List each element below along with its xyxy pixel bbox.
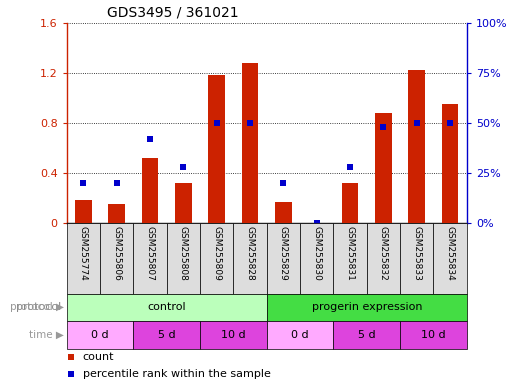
Bar <box>267 321 333 349</box>
Text: GSM255774: GSM255774 <box>79 226 88 281</box>
Bar <box>208 76 225 223</box>
Text: GSM255808: GSM255808 <box>179 226 188 281</box>
Bar <box>267 223 300 294</box>
Point <box>446 120 454 126</box>
Point <box>379 124 388 130</box>
Bar <box>333 321 400 349</box>
Bar <box>233 223 267 294</box>
Bar <box>275 202 292 223</box>
Bar <box>333 223 367 294</box>
Point <box>146 136 154 142</box>
Bar <box>200 223 233 294</box>
Text: control: control <box>147 302 186 312</box>
Text: 5 d: 5 d <box>158 330 175 340</box>
Bar <box>67 223 100 294</box>
Bar <box>242 63 259 223</box>
Text: GSM255831: GSM255831 <box>346 226 354 281</box>
Bar <box>400 321 467 349</box>
Text: 10 d: 10 d <box>221 330 246 340</box>
Text: GSM255806: GSM255806 <box>112 226 121 281</box>
Text: GSM255830: GSM255830 <box>312 226 321 281</box>
Bar <box>375 113 392 223</box>
Point <box>346 164 354 170</box>
Text: count: count <box>83 352 114 362</box>
Text: protocol ▶: protocol ▶ <box>10 302 64 312</box>
Text: time ▶: time ▶ <box>29 330 64 340</box>
Point <box>79 180 87 186</box>
Bar <box>175 183 192 223</box>
Bar <box>133 223 167 294</box>
Text: protocol: protocol <box>16 302 62 312</box>
Text: GSM255834: GSM255834 <box>446 226 455 281</box>
Bar <box>200 321 267 349</box>
Bar <box>433 223 467 294</box>
Bar <box>75 200 92 223</box>
Bar <box>167 223 200 294</box>
Bar <box>133 321 200 349</box>
Bar <box>108 204 125 223</box>
Text: GDS3495 / 361021: GDS3495 / 361021 <box>107 5 239 19</box>
Point <box>312 220 321 226</box>
Text: GSM255809: GSM255809 <box>212 226 221 281</box>
Text: progerin expression: progerin expression <box>311 302 422 312</box>
Text: GSM255832: GSM255832 <box>379 226 388 281</box>
Bar <box>300 223 333 294</box>
Bar <box>442 104 459 223</box>
Text: percentile rank within the sample: percentile rank within the sample <box>83 369 270 379</box>
Bar <box>408 71 425 223</box>
Text: 5 d: 5 d <box>358 330 376 340</box>
Bar <box>67 294 267 321</box>
Text: GSM255829: GSM255829 <box>279 226 288 281</box>
Point <box>279 180 287 186</box>
Bar <box>142 158 159 223</box>
Point <box>299 306 307 312</box>
Point <box>299 152 307 159</box>
Point <box>212 120 221 126</box>
Text: GSM255807: GSM255807 <box>146 226 154 281</box>
Bar <box>367 223 400 294</box>
Point <box>179 164 187 170</box>
Bar <box>267 294 467 321</box>
Text: GSM255833: GSM255833 <box>412 226 421 281</box>
Point <box>246 120 254 126</box>
Text: 0 d: 0 d <box>291 330 309 340</box>
Point <box>412 120 421 126</box>
Text: 0 d: 0 d <box>91 330 109 340</box>
Text: 10 d: 10 d <box>421 330 446 340</box>
Bar <box>100 223 133 294</box>
Point <box>112 180 121 186</box>
Bar <box>342 183 359 223</box>
Text: GSM255828: GSM255828 <box>246 226 254 281</box>
Bar <box>67 321 133 349</box>
Bar <box>400 223 433 294</box>
